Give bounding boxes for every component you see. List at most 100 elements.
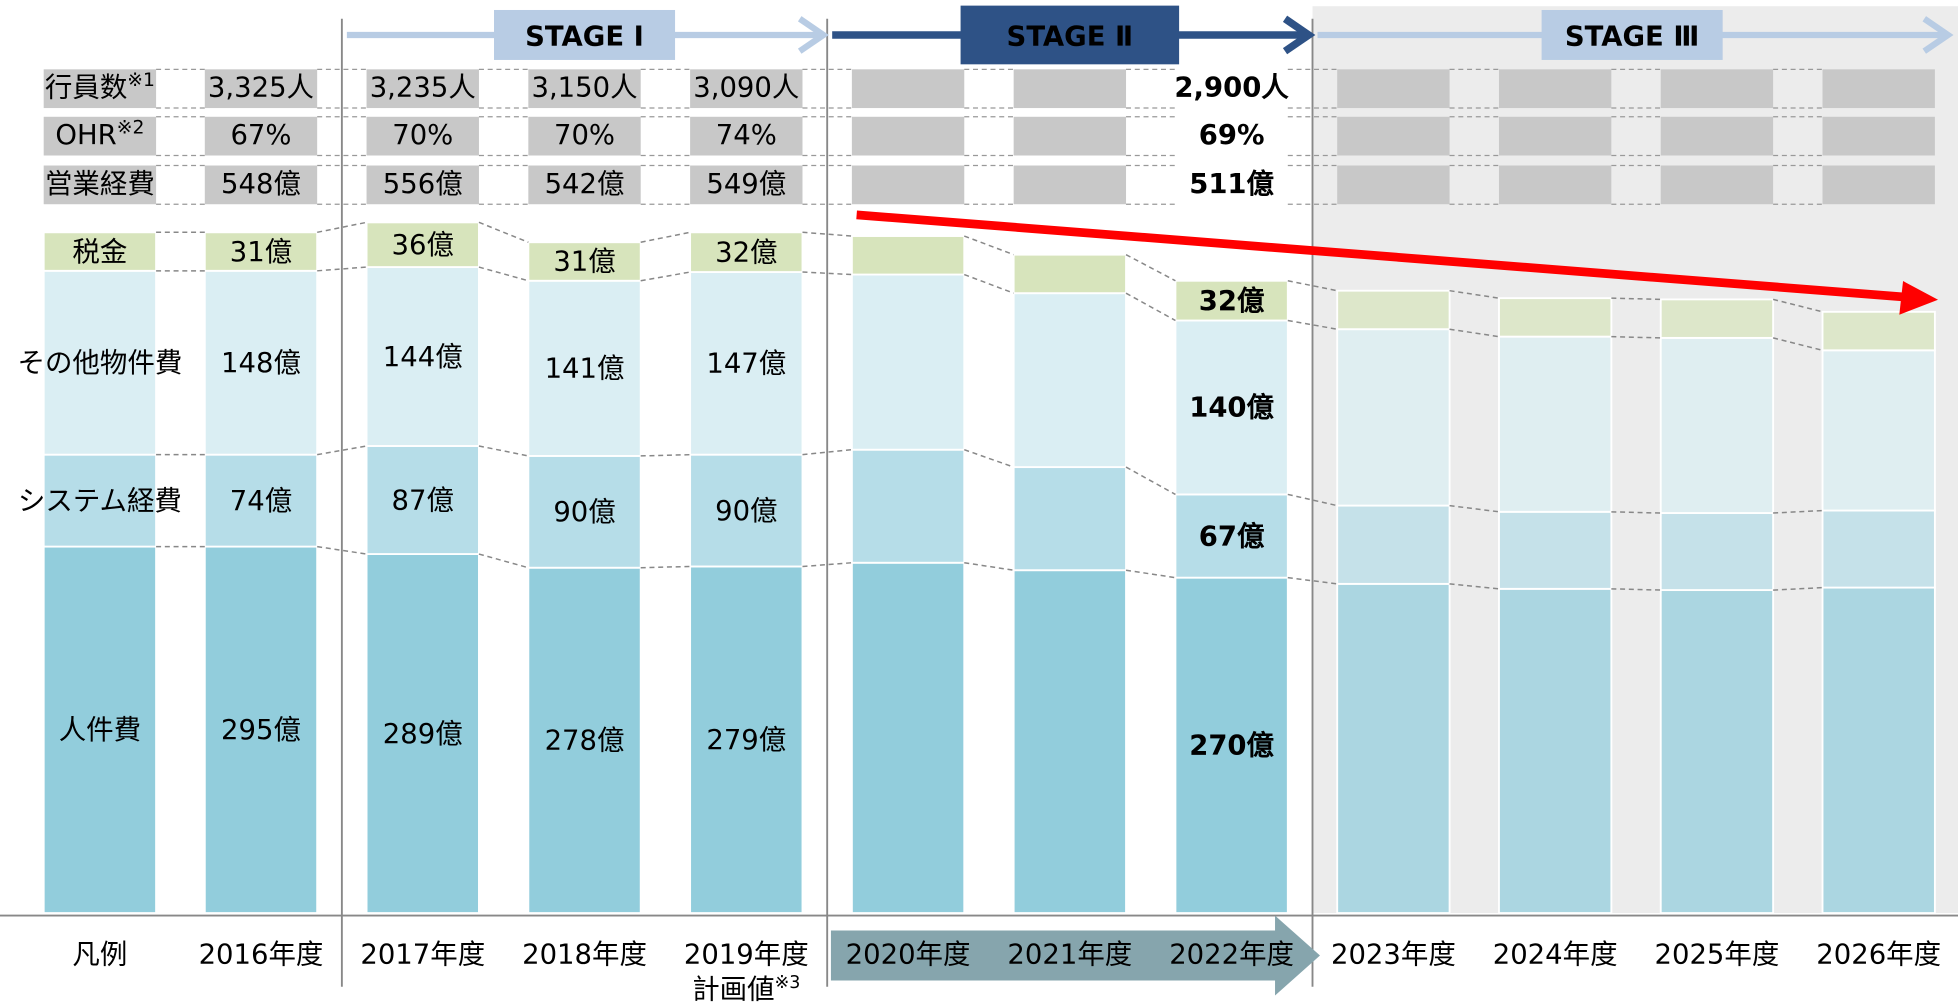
x-tick-label: 2025年度 [1655,940,1780,971]
bar-segment [365,221,480,269]
connector [964,448,1014,468]
x-tick-label: 2019年度 [684,940,809,971]
table-value: 74% [716,120,777,151]
connector [1125,569,1176,579]
table-value: 3,325人 [208,73,314,104]
bar-segment [689,565,804,915]
value-label: 32億 [1199,286,1265,317]
bar-segment [1336,289,1451,331]
bar-segment [689,453,804,568]
table-cell [851,116,965,156]
value-label: 36億 [392,230,454,261]
bar-segment [850,235,966,276]
bar-segment [1336,504,1451,585]
bar-segment [1336,582,1451,915]
table-cell [1013,69,1127,109]
table-cell [204,165,318,205]
table-cell [690,165,803,205]
bar-segment [1174,279,1289,322]
connector [478,266,529,282]
bar-segment [1659,298,1775,339]
value-label: 147億 [706,349,786,380]
table-cell [1337,116,1450,156]
bar-segment [850,273,966,451]
table-cell [43,116,157,156]
row-label-text: OHR [55,120,116,151]
legend-swatch [42,545,158,915]
legend-label: 人件費 [59,715,141,746]
bar-segment [1821,586,1936,915]
table-cell [366,69,479,109]
stage-label-box [1541,9,1723,60]
row-label: 営業経費 [45,169,155,200]
bar-segment [527,454,642,569]
value-label: 31億 [230,237,292,268]
connector [478,553,529,569]
bar-segment [1659,512,1775,592]
table-value: 67% [230,120,291,151]
bar-segment [203,545,319,915]
table-cell [1660,69,1774,109]
row-label-note: ※2 [117,117,145,138]
table-cell [528,116,641,156]
table-cell [204,69,318,109]
bar-segment [365,266,480,447]
x-tick-label: 2026年度 [1816,940,1941,971]
table-cell [366,116,479,156]
table-cell [1498,69,1612,109]
value-label: 140億 [1189,393,1274,424]
bar-segment [1498,335,1613,513]
stage-label: STAGE Ⅲ [1565,21,1699,52]
stage-label: STAGE Ⅰ [525,21,644,52]
row-label-note: ※1 [127,69,155,90]
table-cell [1822,69,1935,109]
row-label: OHR※2 [55,117,144,151]
period-band [830,915,1320,996]
bar-segment [1012,292,1127,469]
x-note-mark: ※3 [775,973,801,993]
x-tick-label: 2016年度 [199,940,324,971]
table-cell [1660,165,1774,205]
connector [964,273,1014,294]
value-label: 278億 [545,726,625,757]
value-label: 90億 [553,497,615,528]
table-value: 3,235人 [370,73,476,104]
connector [640,231,691,243]
bar-segment [527,241,642,282]
connector [478,445,529,457]
x-tick-label: 2022年度 [1169,940,1294,971]
connector [964,562,1014,571]
bar-segment [1174,493,1289,579]
stage-arrow-head [1922,16,1954,54]
table-value: 511億 [1189,169,1274,200]
connector [1125,466,1176,496]
x-note: 計画値※3 [692,973,800,1003]
bar-segment [527,566,642,915]
connector [640,565,691,569]
connector [1125,254,1176,282]
value-label: 141億 [545,354,625,385]
table-value: 70% [392,120,453,151]
value-label: 90億 [715,496,777,527]
table-cell [43,69,157,109]
bar-segment [365,553,480,915]
table-cell [1822,116,1935,156]
table-value: 3,150人 [531,73,637,104]
legend-swatch [42,269,158,456]
table-value: 542億 [545,169,625,200]
connector [640,453,691,457]
bar-segment [1659,336,1775,514]
bar-segment [850,561,966,915]
bar-segment [1659,589,1775,915]
table-cell [366,165,479,205]
bar-segment [1821,310,1936,352]
table-cell [1013,165,1127,205]
table-cell [43,165,157,205]
x-tick-label: 2020年度 [846,940,971,971]
bar-segment [1821,509,1936,589]
connector [1125,292,1176,322]
value-label: 295億 [221,715,301,746]
bar-segment [1498,297,1613,338]
table-cell [1498,165,1612,205]
